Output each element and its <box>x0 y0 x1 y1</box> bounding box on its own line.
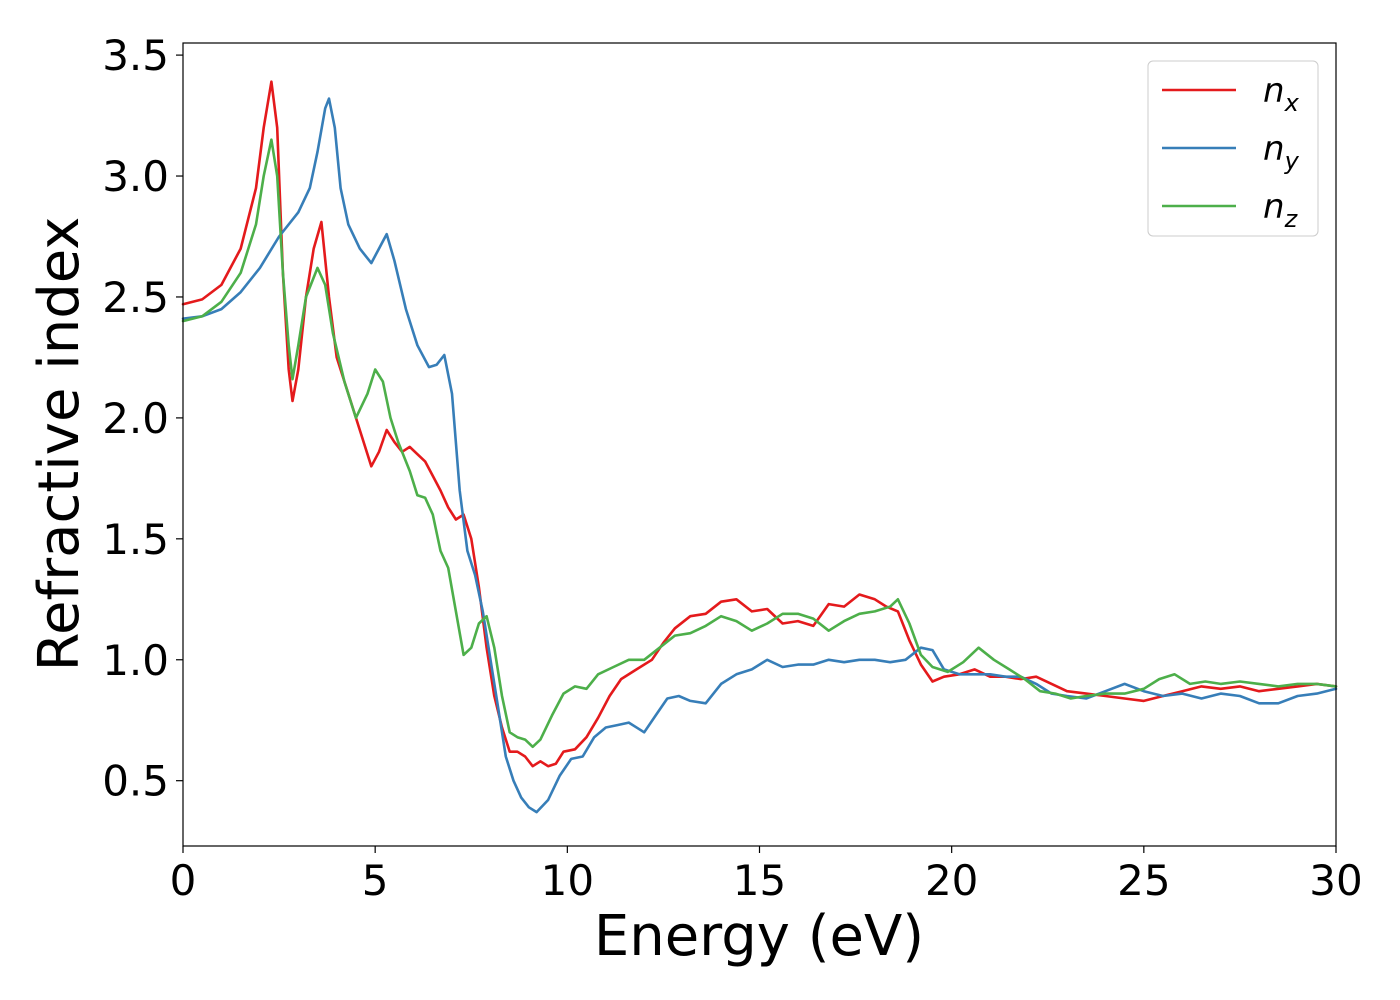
series-line-nz <box>181 138 1338 749</box>
x-tick-label: 0 <box>170 856 197 905</box>
legend-label-nz: nz <box>1263 187 1299 233</box>
x-tick-label: 15 <box>733 856 786 905</box>
legend-entries: nx ny nz <box>1162 71 1300 233</box>
x-axis-ticks: 0 5 10 15 20 25 30 <box>170 846 1363 905</box>
x-tick-label: 5 <box>362 856 389 905</box>
y-tick-label: 1.0 <box>102 636 169 685</box>
x-tick-label: 20 <box>925 856 978 905</box>
y-tick-label: 1.5 <box>102 515 169 564</box>
x-tick-label: 10 <box>541 856 594 905</box>
y-tick-label: 0.5 <box>102 757 169 806</box>
y-tick-label: 2.5 <box>102 273 169 322</box>
plot-area <box>183 43 1336 846</box>
legend-label-ny: ny <box>1263 129 1300 175</box>
y-axis-ticks: 0.5 1.0 1.5 2.0 2.5 3.0 3.5 <box>102 31 183 806</box>
x-tick-label: 25 <box>1117 856 1170 905</box>
y-tick-label: 2.0 <box>102 394 169 443</box>
x-tick-label: 30 <box>1309 856 1362 905</box>
series-group <box>181 80 1338 814</box>
legend: nx ny nz <box>1147 60 1319 237</box>
legend-label-nx: nx <box>1263 71 1300 117</box>
y-axis-label: Refractive index <box>27 217 92 672</box>
y-tick-label: 3.0 <box>102 152 169 201</box>
y-tick-label: 3.5 <box>102 31 169 80</box>
x-axis-label: Energy (eV) <box>594 904 924 969</box>
